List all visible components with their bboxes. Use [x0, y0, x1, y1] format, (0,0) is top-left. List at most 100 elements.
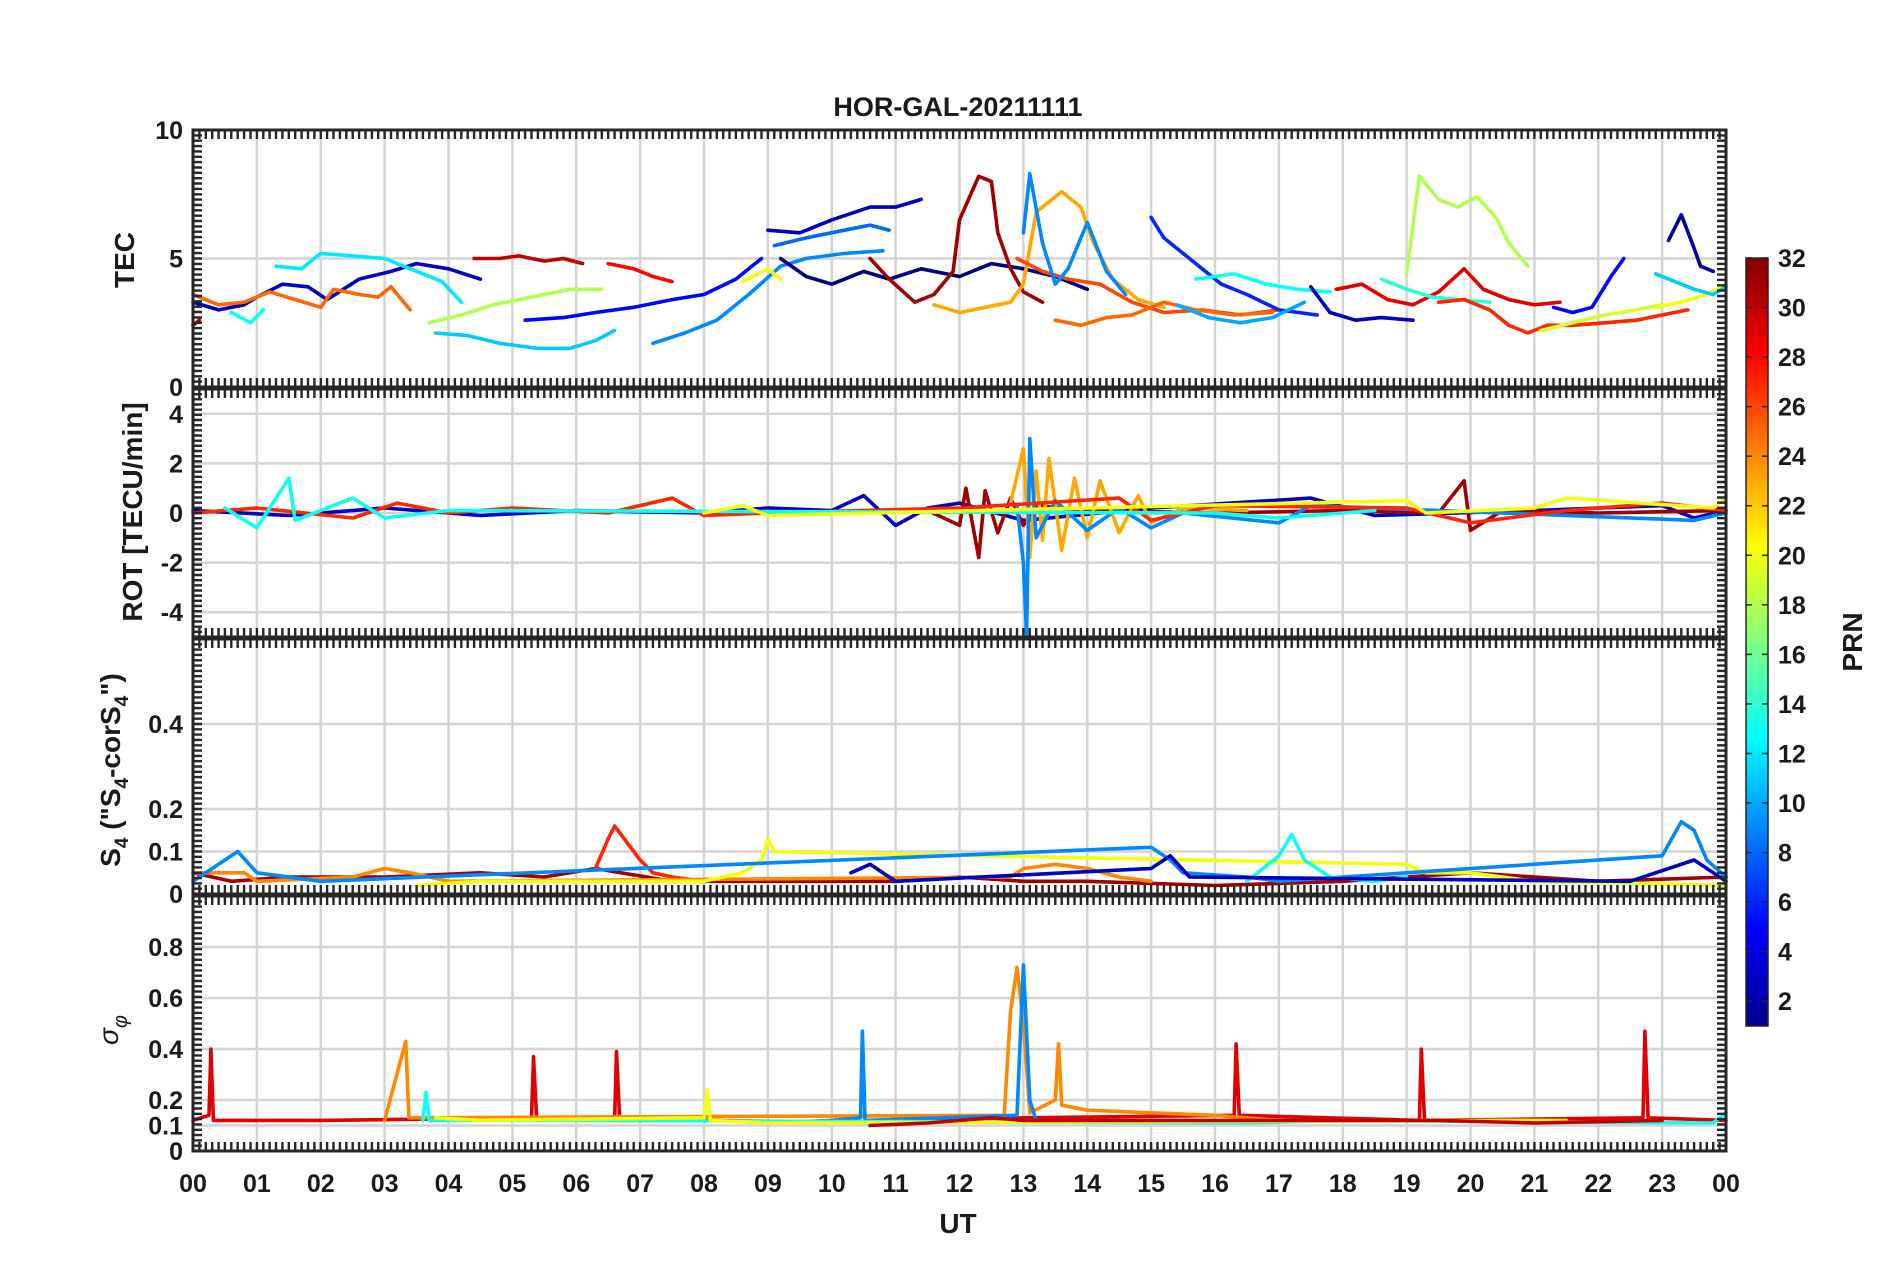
colorbar-tick-label: 24	[1778, 443, 1806, 471]
panel-tec: 0 5 10	[155, 117, 1728, 402]
x-tick-label: 22	[1584, 1170, 1612, 1198]
series-line-prn-3	[766, 197, 924, 235]
series-line-prn-30	[472, 254, 585, 266]
y-tick-label: 0.6	[148, 985, 183, 1013]
colorbar-gradient	[1745, 257, 1769, 1027]
x-tick-label: 21	[1520, 1170, 1548, 1198]
x-tick-label: 08	[690, 1170, 718, 1198]
colorbar-label: PRN	[1837, 612, 1868, 671]
rot-ylabel: ROT [TECU/min]	[117, 402, 148, 621]
colorbar-tick-label: 28	[1778, 344, 1806, 372]
series-line-prn-1	[778, 256, 1090, 292]
series-line-prn-24	[382, 965, 1281, 1123]
x-tick-label: 00	[179, 1170, 207, 1198]
series-line-prn-31	[868, 174, 1045, 305]
x-tick-label: 06	[562, 1170, 590, 1198]
tec-series-group	[191, 171, 1728, 351]
x-tick-label: 19	[1393, 1170, 1421, 1198]
y-tick-label: 0	[169, 881, 183, 909]
series-line-prn-27	[1436, 297, 1690, 335]
series-line-prn-13	[1245, 832, 1409, 884]
series-line-prn-2	[1666, 213, 1715, 274]
colorbar-tick-label: 4	[1778, 939, 1792, 967]
y-tick-label: 0	[169, 374, 183, 402]
y-tick-label: 2	[169, 450, 183, 478]
colorbar-tick-label: 10	[1778, 790, 1806, 818]
y-tick-label: -2	[161, 550, 183, 578]
x-tick-label: 09	[754, 1170, 782, 1198]
y-tick-label: 0.8	[148, 934, 183, 962]
series-line-prn-13	[229, 308, 266, 325]
y-tick-label: -4	[161, 599, 183, 627]
series-line-prn-11	[1653, 272, 1728, 297]
series-line-prn-24	[191, 862, 1153, 884]
x-tick-label: 02	[307, 1170, 335, 1198]
series-line-prn-3	[1309, 284, 1415, 323]
rot-series-group	[191, 436, 1728, 639]
series-line-prn-25	[1053, 300, 1275, 328]
series-line-prn-9	[191, 819, 1728, 884]
axes-minor-ticks	[191, 894, 1728, 1153]
colorbar-tick-label: 18	[1778, 592, 1806, 620]
x-tick-labels: 00 01 02 03 04 05 06 07 08 09 10 11 12 13 14 15 16 17 18 19…	[179, 1170, 1740, 1198]
series-line-prn-27	[593, 824, 706, 884]
y-tick-label: 4	[169, 401, 183, 429]
colorbar-tick-label: 16	[1778, 641, 1806, 669]
x-tick-label: 10	[818, 1170, 846, 1198]
y-tick-label: 0	[169, 500, 183, 528]
y-tick-label: 0.2	[148, 796, 183, 824]
colorbar-tick-label: 30	[1778, 295, 1806, 323]
axes-minor-ticks	[191, 387, 1728, 639]
x-tick-label: 03	[371, 1170, 399, 1198]
x-tick-label: 23	[1648, 1170, 1676, 1198]
series-line-prn-5	[1551, 256, 1626, 315]
x-tick-label: 04	[435, 1170, 463, 1198]
series-line-prn-18	[1404, 174, 1530, 276]
series-line-prn-9	[766, 963, 1090, 1125]
y-tick-label: 0.4	[148, 711, 183, 739]
series-line-prn-20	[414, 836, 1728, 888]
y-tick-label: 0.1	[148, 839, 183, 867]
colorbar-tick-label: 26	[1778, 394, 1806, 422]
x-tick-label: 20	[1457, 1170, 1485, 1198]
y-tick-label: 0.4	[148, 1036, 183, 1064]
axes-minor-ticks	[191, 637, 1728, 896]
x-tick-label: 14	[1073, 1170, 1101, 1198]
series-line-prn-3	[849, 853, 1728, 884]
series-line-prn-3	[191, 261, 483, 312]
series-line-prn-13	[1194, 272, 1332, 294]
series-line-prn-9	[1021, 171, 1128, 297]
x-tick-label: 05	[498, 1170, 526, 1198]
panel-s4: 0 0.1 0.2 0.4	[148, 637, 1728, 909]
series-line-prn-29	[1334, 266, 1562, 307]
panel-sigma-phi: 00.10.2 0.4 0.6 0.8	[148, 894, 1728, 1166]
chart-title: HOR-GAL-20211111	[833, 92, 1082, 122]
series-line-prn-20	[740, 266, 783, 284]
x-tick-label: 00	[1712, 1170, 1740, 1198]
x-axis-label: UT	[939, 1208, 976, 1239]
colorbar-tick-label: 22	[1778, 493, 1806, 521]
colorbar-tick-label: 12	[1778, 740, 1806, 768]
x-tick-label: 17	[1265, 1170, 1293, 1198]
series-line-prn-30	[868, 1116, 1664, 1128]
colorbar-tick-label: 2	[1778, 988, 1792, 1016]
y-tick-label: 0.2	[148, 1087, 183, 1115]
colorbar-tick-label: 14	[1778, 691, 1806, 719]
series-line-prn-20	[702, 496, 1728, 518]
panel-rot: -4 -2 0 2 4	[161, 387, 1728, 639]
tec-ylabel: TEC	[109, 232, 140, 288]
x-tick-label: 12	[946, 1170, 974, 1198]
y-tick-label: 0.1	[148, 1113, 183, 1141]
series-line-prn-8	[772, 223, 892, 248]
x-tick-label: 13	[1009, 1170, 1037, 1198]
x-tick-label: 18	[1329, 1170, 1357, 1198]
colorbar-tick-label: 6	[1778, 889, 1792, 917]
series-line-prn-11	[433, 328, 617, 351]
colorbar-tick-label: 20	[1778, 542, 1806, 570]
y-tick-label: 0	[169, 1138, 183, 1166]
x-tick-label: 01	[243, 1170, 271, 1198]
x-tick-label: 16	[1201, 1170, 1229, 1198]
